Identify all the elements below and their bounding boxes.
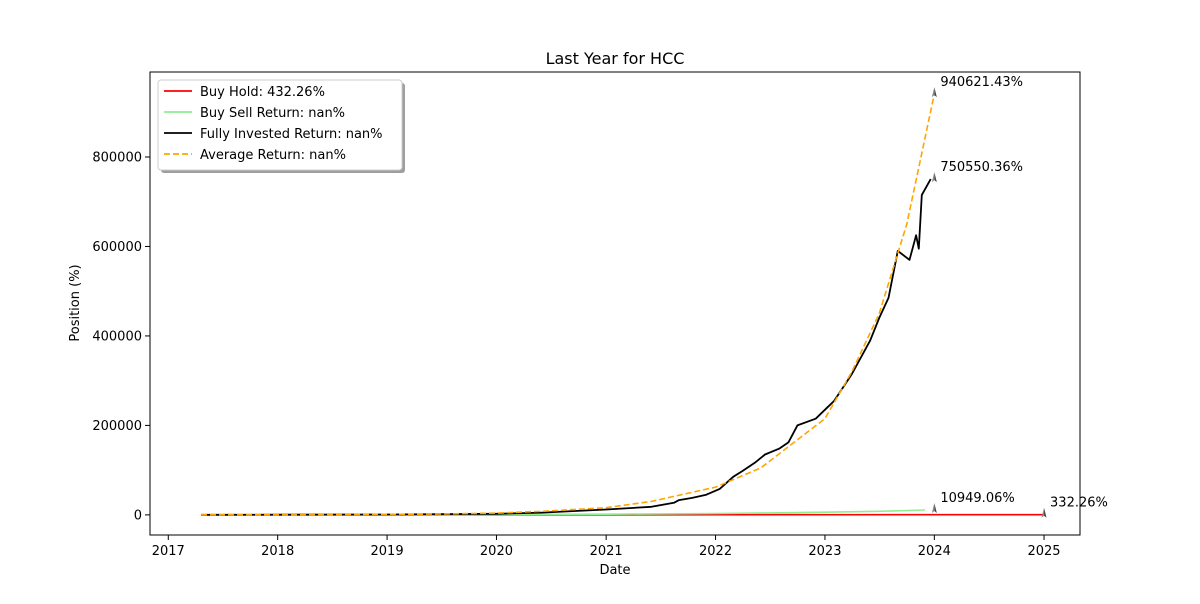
x-tick-label-2018: 2018 (261, 544, 294, 559)
legend: Buy Hold: 432.26% Buy Sell Return: nan% Fu… (158, 80, 405, 173)
legend-label-0: Buy Hold: 432.26% (200, 85, 325, 100)
x-axis-label: Date (599, 563, 630, 578)
annotation-label-2: 10949.06% (940, 491, 1014, 506)
x-tick-label-2017: 2017 (152, 544, 185, 559)
x-tick-label-2019: 2019 (371, 544, 404, 559)
y-tick-label-2: 400000 (92, 329, 142, 344)
legend-label-1: Buy Sell Return: nan% (200, 106, 345, 121)
legend-label-3: Average Return: nan% (200, 148, 346, 163)
x-tick-label-2020: 2020 (480, 544, 513, 559)
x-tick-label-2022: 2022 (699, 544, 732, 559)
y-tick-label-0: 0 (134, 508, 142, 523)
annotation-label-0: 940621.43% (940, 75, 1023, 90)
y-tick-label-3: 600000 (92, 240, 142, 255)
chart-title: Last Year for HCC (546, 49, 685, 68)
x-tick-label-2021: 2021 (590, 544, 623, 559)
y-axis-label: Position (%) (68, 264, 83, 341)
x-tick-label-2023: 2023 (808, 544, 841, 559)
x-tick-label-2025: 2025 (1027, 544, 1060, 559)
x-tick-label-2024: 2024 (918, 544, 951, 559)
annotation-label-3: 332.26% (1050, 496, 1108, 511)
legend-label-2: Fully Invested Return: nan% (200, 127, 383, 142)
y-tick-label-1: 200000 (92, 419, 142, 434)
y-tick-label-4: 800000 (92, 150, 142, 165)
annotation-label-1: 750550.36% (940, 160, 1023, 175)
